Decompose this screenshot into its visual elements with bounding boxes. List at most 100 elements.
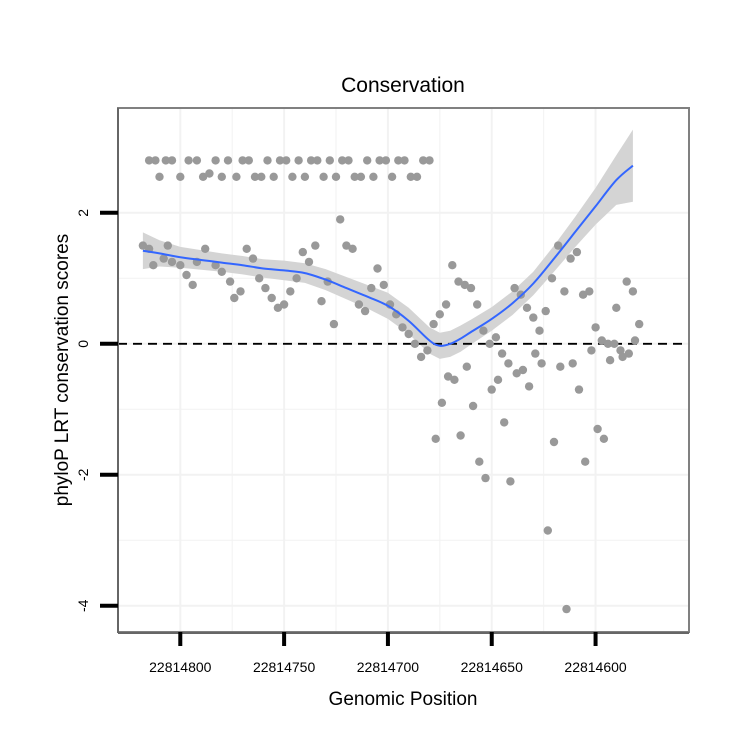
data-point bbox=[182, 270, 191, 280]
y-tick-label: -2 bbox=[75, 468, 91, 481]
data-point bbox=[344, 156, 353, 165]
data-point bbox=[292, 274, 301, 283]
data-point bbox=[541, 306, 550, 316]
data-point bbox=[593, 424, 602, 434]
data-point bbox=[537, 359, 546, 368]
data-point bbox=[149, 261, 158, 270]
data-point bbox=[597, 336, 606, 345]
x-tick-label: 22814800 bbox=[149, 659, 212, 675]
data-point bbox=[437, 398, 447, 407]
data-point bbox=[329, 319, 339, 329]
data-point bbox=[566, 254, 575, 263]
data-point bbox=[423, 346, 432, 355]
data-point bbox=[211, 261, 220, 270]
y-tick-label: 2 bbox=[75, 209, 91, 217]
data-point bbox=[167, 257, 177, 267]
data-point bbox=[475, 457, 484, 466]
data-point bbox=[535, 326, 544, 335]
data-point bbox=[211, 156, 220, 165]
data-point bbox=[230, 293, 239, 303]
data-point bbox=[225, 277, 235, 286]
data-point bbox=[236, 287, 245, 296]
data-point bbox=[524, 382, 534, 391]
smooth-confidence-ribbon bbox=[142, 129, 633, 359]
data-point bbox=[306, 156, 316, 165]
data-point bbox=[282, 156, 291, 165]
data-point bbox=[336, 215, 345, 224]
data-point bbox=[325, 156, 334, 165]
data-point bbox=[518, 365, 528, 375]
data-point bbox=[547, 274, 557, 283]
y-tick-label: -4 bbox=[75, 599, 91, 612]
data-point bbox=[342, 241, 351, 250]
data-point bbox=[311, 241, 320, 250]
data-point bbox=[379, 280, 388, 290]
data-point bbox=[350, 172, 359, 181]
data-point bbox=[529, 313, 538, 322]
data-point bbox=[585, 287, 594, 296]
x-tick-label: 22814600 bbox=[564, 659, 627, 675]
data-point bbox=[348, 244, 357, 253]
data-point bbox=[462, 362, 471, 371]
data-point bbox=[500, 418, 509, 427]
data-point bbox=[506, 477, 515, 486]
data-point bbox=[568, 359, 577, 368]
data-point bbox=[460, 280, 469, 290]
data-point bbox=[618, 352, 627, 362]
data-point bbox=[176, 172, 185, 181]
data-point bbox=[473, 300, 482, 309]
data-point bbox=[628, 287, 638, 296]
chart-title: Conservation bbox=[341, 74, 465, 97]
data-point bbox=[223, 156, 233, 165]
data-point bbox=[416, 352, 426, 362]
data-point bbox=[622, 277, 631, 286]
data-point bbox=[522, 303, 532, 312]
data-point bbox=[244, 156, 253, 165]
data-point bbox=[217, 267, 226, 276]
data-point bbox=[155, 172, 164, 181]
data-point bbox=[605, 356, 615, 365]
data-point bbox=[429, 319, 438, 329]
data-point bbox=[250, 172, 260, 181]
data-point bbox=[406, 172, 415, 181]
data-point bbox=[176, 261, 185, 270]
data-point bbox=[373, 264, 382, 273]
data-point bbox=[497, 349, 507, 358]
data-point bbox=[466, 283, 476, 293]
data-point bbox=[248, 254, 258, 263]
data-point bbox=[531, 349, 540, 358]
data-point bbox=[163, 241, 172, 250]
data-point bbox=[232, 172, 241, 181]
data-point bbox=[360, 306, 370, 316]
data-point bbox=[261, 283, 270, 293]
data-point bbox=[273, 303, 283, 312]
data-point bbox=[419, 156, 428, 165]
data-point bbox=[599, 434, 609, 443]
x-tick-label: 22814700 bbox=[357, 659, 420, 675]
x-tick-label: 22814650 bbox=[461, 659, 524, 675]
y-tick-label: 0 bbox=[75, 340, 91, 348]
data-point bbox=[487, 385, 496, 394]
data-point bbox=[257, 172, 266, 181]
data-point bbox=[485, 339, 494, 348]
y-axis: 2 0 -2 -4 bbox=[75, 108, 119, 633]
data-point bbox=[554, 241, 563, 250]
data-point bbox=[493, 375, 503, 384]
data-point bbox=[443, 372, 453, 381]
data-point bbox=[481, 473, 490, 483]
data-point bbox=[275, 156, 285, 165]
data-point bbox=[267, 293, 276, 303]
data-point bbox=[313, 156, 322, 165]
data-point bbox=[238, 156, 247, 165]
smooth-trend-line bbox=[142, 164, 634, 347]
data-point bbox=[188, 280, 197, 290]
data-point bbox=[454, 277, 463, 286]
data-point bbox=[363, 156, 372, 165]
data-point bbox=[635, 319, 644, 329]
data-point bbox=[562, 604, 571, 614]
data-point bbox=[331, 172, 341, 181]
data-point bbox=[591, 323, 600, 332]
data-point bbox=[286, 287, 295, 296]
data-point bbox=[338, 156, 347, 165]
